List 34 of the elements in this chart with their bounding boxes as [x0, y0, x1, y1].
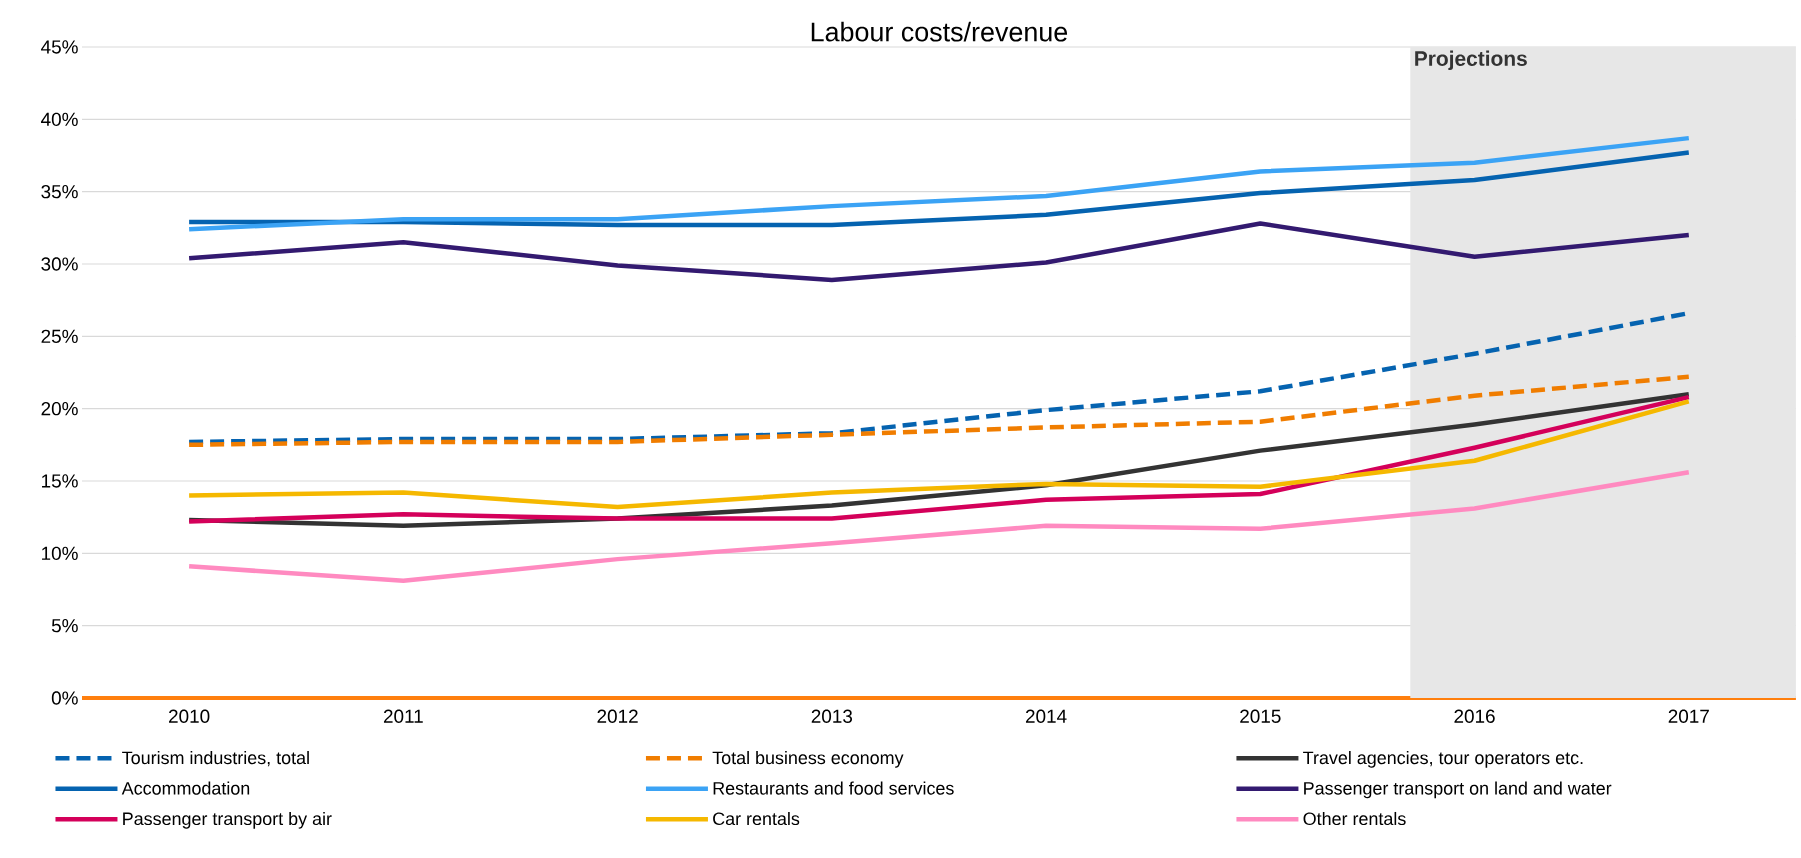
legend-label: Passenger transport on land and water: [1304, 781, 1612, 799]
y-tick-label: 45%: [41, 40, 78, 54]
legend-label: Tourism industries, total: [122, 751, 309, 767]
band-label: Projections: [1415, 50, 1527, 71]
legend-label: Accommodation: [121, 781, 250, 795]
x-tick-label: 2014: [1025, 709, 1067, 723]
y-tick-label: 0%: [51, 691, 78, 705]
line-series: [186, 374, 1692, 448]
x-tick-label: 2013: [811, 709, 853, 723]
x-tick-label: 2011: [383, 709, 423, 723]
x-tick-label: 2015: [1240, 709, 1281, 723]
legend-label: Travel agencies, tour operators etc.: [1303, 751, 1583, 768]
legend-label: Passenger transport by air: [123, 811, 332, 829]
x-tick-label: 2016: [1454, 709, 1495, 723]
y-tick-label: 10%: [42, 546, 78, 561]
x-tick-label: 2017: [1668, 709, 1709, 723]
chart-title: Labour costs/revenue: [811, 21, 1068, 42]
legend-label: Car rentals: [713, 811, 800, 826]
line-series: [186, 470, 1692, 584]
y-tick-label: 25%: [41, 329, 78, 344]
line-series: [186, 150, 1692, 228]
line-series: [186, 135, 1692, 232]
legend-label: Other rentals: [1303, 811, 1406, 826]
y-tick-label: 20%: [41, 401, 78, 416]
y-tick-label: 35%: [41, 184, 78, 199]
y-tick-label: 30%: [41, 257, 78, 271]
legend-label: Total business economy: [712, 751, 904, 768]
legend-label: Restaurants and food services: [713, 781, 954, 795]
y-tick-label: 5%: [51, 619, 78, 633]
y-tick-label: 40%: [41, 112, 78, 127]
x-tick-label: 2010: [169, 709, 210, 723]
y-tick-label: 15%: [42, 474, 78, 488]
x-tick-label: 2012: [597, 709, 638, 723]
line-series: [186, 221, 1692, 283]
